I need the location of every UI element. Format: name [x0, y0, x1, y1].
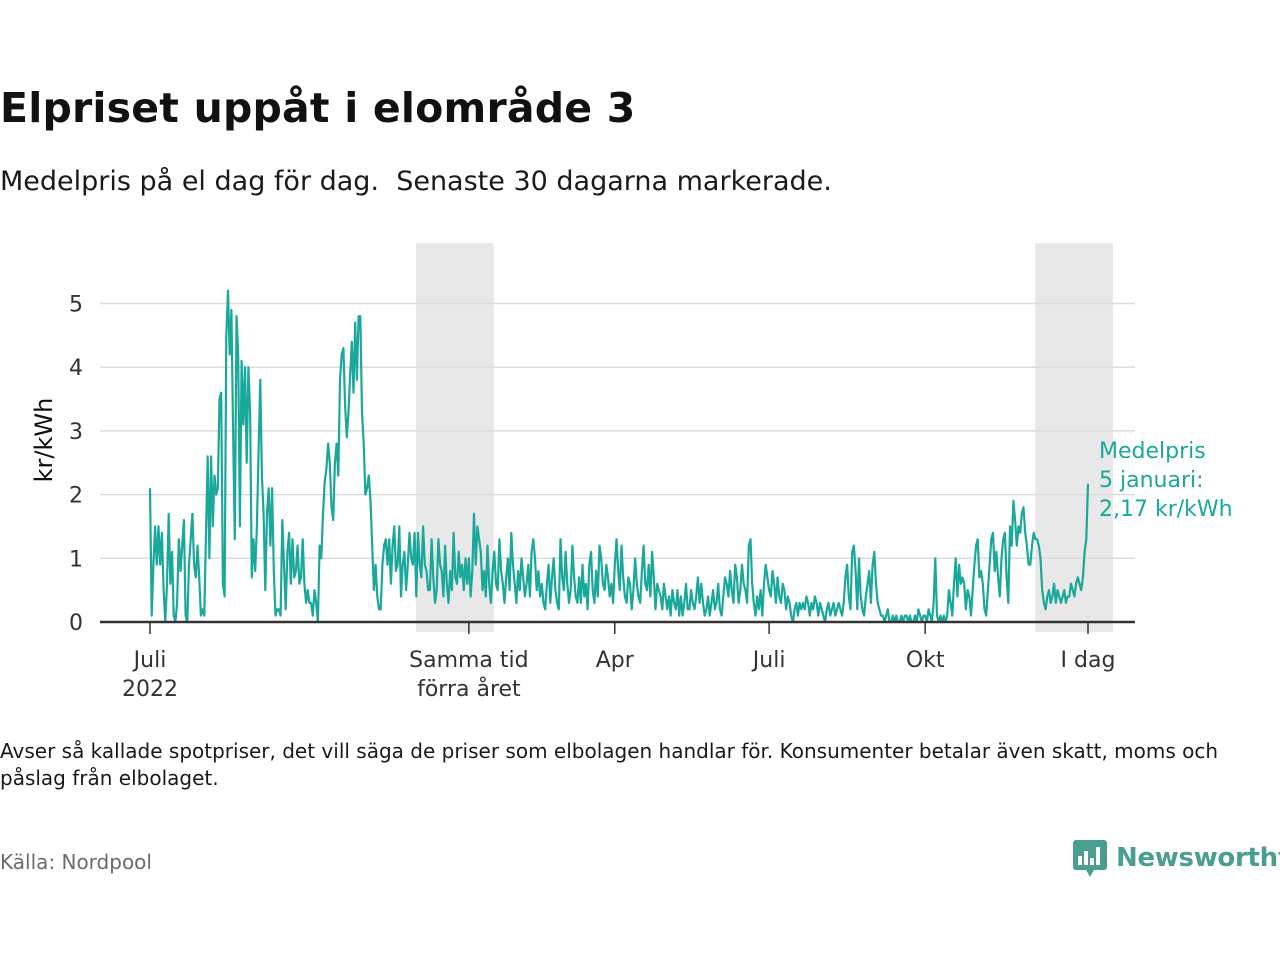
brand-name: Newsworthy	[1116, 843, 1280, 873]
newsworthy-brand[interactable]: Newsworthy	[1072, 838, 1280, 878]
x-tick-label-line: Samma tid	[409, 648, 529, 673]
x-tick-label-line: Okt	[906, 648, 945, 673]
x-axis-tick-labels: Juli 2022 Samma tid förra året Apr Juli Okt I d…	[122, 648, 1115, 702]
latest-value-annotation: Medelpris 5 januari: 2,17 kr/kWh	[1099, 439, 1233, 522]
x-tick-label-line: Juli	[132, 648, 167, 673]
x-tick-label-line: Apr	[596, 648, 635, 673]
source-note: Källa: Nordpool	[0, 850, 152, 874]
x-tick-label-2: Samma tid förra året	[409, 648, 529, 702]
y-tick-label-1: 1	[69, 547, 83, 572]
x-tick-label-line: Juli	[751, 648, 786, 673]
chart-title: Elpriset uppåt i elområde 3	[0, 84, 636, 132]
y-tick-label-2: 2	[69, 484, 83, 509]
series-line-1	[148, 289, 1090, 624]
x-tick-label-1: Juli 2022	[122, 648, 178, 702]
y-tick-label-4: 4	[69, 356, 83, 381]
y-axis-tick-labels: 0 1 2 3 4 5	[69, 293, 83, 637]
annotation-line-1: Medelpris	[1099, 439, 1206, 464]
x-axis	[100, 620, 1135, 634]
y-axis-label: kr/kWh	[30, 398, 58, 483]
x-tick-label-line: förra året	[417, 676, 521, 702]
footnote: Avser så kallade spotpriser, det vill sä…	[0, 739, 1219, 790]
highlight-bands	[416, 243, 1113, 632]
annotation-line-2: 5 januari:	[1099, 468, 1204, 493]
series-line-layer	[148, 289, 1090, 624]
x-tick-label-3: Apr	[596, 648, 635, 673]
highlight-band-2	[1035, 243, 1113, 632]
chart-subtitle: Medelpris på el dag för dag. Senaste 30 …	[0, 166, 832, 197]
x-tick-label-4: Juli	[751, 648, 786, 673]
x-tick-label-6: I dag	[1061, 648, 1116, 673]
newsworthy-logo-icon	[1073, 840, 1107, 877]
y-tick-label-0: 0	[69, 611, 83, 636]
y-tick-label-3: 3	[69, 420, 83, 445]
x-tick-label-5: Okt	[906, 648, 945, 673]
line-chart: 0 1 2 3 4 5 kr/kWh Juli 2022 Samma tid förra åre…	[30, 243, 1233, 702]
x-tick-label-line: I dag	[1061, 648, 1116, 673]
annotation-line-3: 2,17 kr/kWh	[1099, 497, 1233, 522]
gridlines	[100, 302, 1135, 560]
y-tick-label-5: 5	[69, 293, 83, 318]
x-tick-label-line: 2022	[122, 677, 178, 702]
